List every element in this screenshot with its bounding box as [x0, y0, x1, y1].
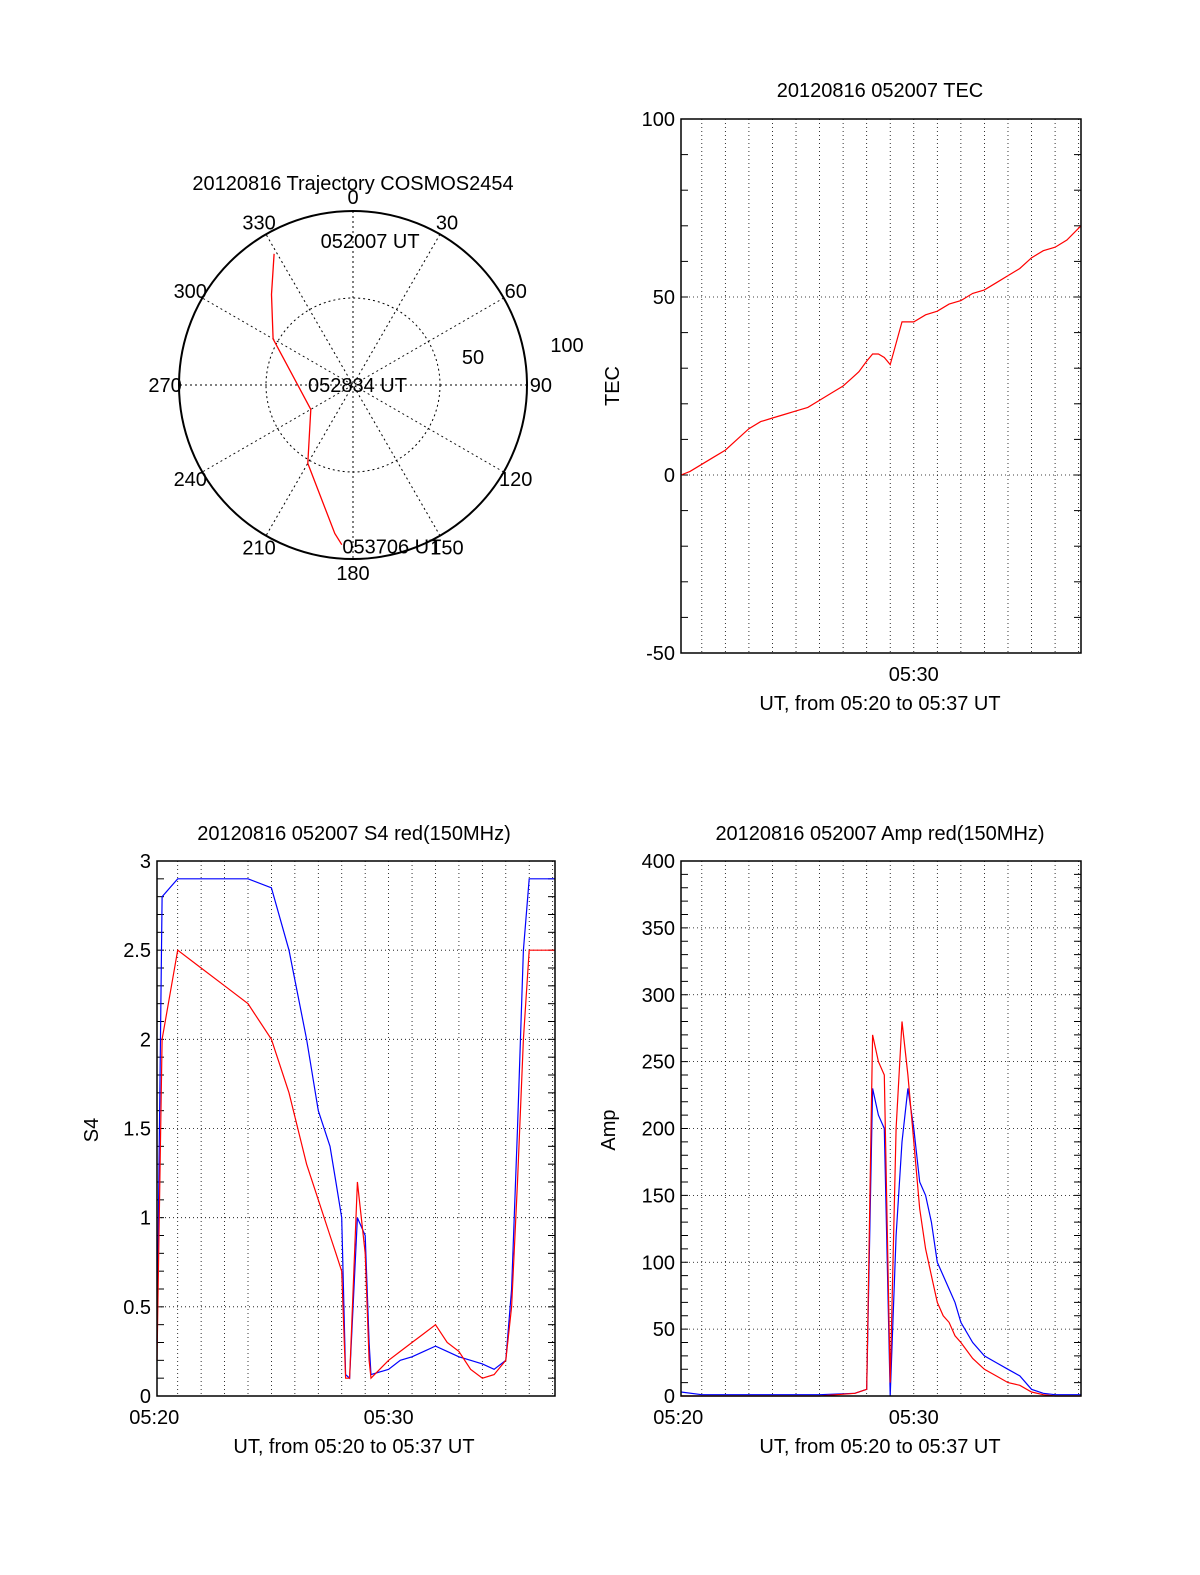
- azimuth-label-300: 300: [174, 281, 207, 303]
- azimuth-label-330: 330: [242, 212, 275, 234]
- tec-x-ticks: 05:30: [889, 664, 939, 686]
- y-tick-label: 100: [642, 1252, 675, 1274]
- amp-y-ticks: 0 50 100 150 200 250 300 350 400: [642, 851, 1081, 1408]
- trajectory-time-label-0: 052007 UT: [321, 231, 420, 253]
- amp-plot: 20120816 052007 Amp red(150MHz) 0 50 100 15…: [598, 823, 1082, 1458]
- trajectory-line: [270, 253, 343, 546]
- y-tick-label: 300: [642, 985, 675, 1007]
- amp-series-lines: [680, 1021, 1081, 1397]
- polar-spoke-150: [265, 234, 441, 536]
- x-tick-label: 05:30: [889, 1407, 939, 1429]
- azimuth-label-180: 180: [336, 563, 369, 585]
- s4-title: 20120816 052007 S4 red(150MHz): [197, 823, 511, 845]
- series-line-0: [156, 878, 555, 1380]
- y-tick-label: 0: [664, 1386, 675, 1408]
- azimuth-label-240: 240: [174, 469, 207, 491]
- s4-x-ticks: 05:20 05:30: [129, 1407, 413, 1429]
- y-tick-label: 2.5: [123, 940, 151, 962]
- azimuth-label-0: 0: [347, 187, 358, 209]
- y-tick-label: 1: [140, 1208, 151, 1230]
- tec-title: 20120816 052007 TEC: [777, 80, 983, 102]
- y-tick-label: 150: [642, 1185, 675, 1207]
- amp-plot-frame: [680, 860, 1082, 1397]
- y-tick-label: 100: [642, 109, 675, 131]
- azimuth-label-60: 60: [505, 281, 527, 303]
- trajectory-annotations: 052007 UT 052834 UT 053706 UT: [308, 231, 441, 559]
- y-tick-label: 0: [664, 465, 675, 487]
- trajectory-time-label-1: 052834 UT: [308, 375, 407, 397]
- azimuth-label-30: 30: [436, 212, 458, 234]
- s4-x-axis-label: UT, from 05:20 to 05:37 UT: [233, 1436, 474, 1458]
- tec-plot-frame: [680, 118, 1082, 654]
- trajectory-time-label-2: 053706 UT: [342, 537, 441, 559]
- amp-y-axis-label: Amp: [598, 1109, 620, 1150]
- y-tick-label: 1.5: [123, 1119, 151, 1141]
- amp-title: 20120816 052007 Amp red(150MHz): [715, 823, 1044, 845]
- polar-radial-label-100: 100: [550, 335, 583, 357]
- x-tick-label: 05:20: [129, 1407, 179, 1429]
- s4-series-lines: [156, 878, 555, 1380]
- polar-spoke-30: [265, 234, 441, 536]
- polar-title: 20120816 Trajectory COSMOS2454: [192, 173, 513, 195]
- x-tick-label: 05:20: [653, 1407, 703, 1429]
- azimuth-label-120: 120: [499, 469, 532, 491]
- y-tick-label: -50: [646, 643, 675, 665]
- tec-y-axis-label: TEC: [602, 366, 624, 406]
- series-line-1: [156, 949, 555, 1380]
- y-tick-label: 50: [653, 1319, 675, 1341]
- azimuth-label-270: 270: [148, 375, 181, 397]
- tec-x-axis-label: UT, from 05:20 to 05:37 UT: [759, 693, 1000, 715]
- polar-azimuth-labels: 0 30 60 90 120 150 180 210 240 270 300 330: [148, 187, 552, 585]
- y-tick-label: 2: [140, 1029, 151, 1051]
- y-tick-label: 400: [642, 851, 675, 873]
- series-line-1: [681, 1021, 1081, 1397]
- y-tick-label: 3: [140, 851, 151, 873]
- x-tick-label: 05:30: [889, 664, 939, 686]
- y-tick-label: 350: [642, 918, 675, 940]
- y-tick-label: 0.5: [123, 1297, 151, 1319]
- y-tick-label: 250: [642, 1052, 675, 1074]
- azimuth-label-210: 210: [242, 538, 275, 560]
- tec-grid: [681, 118, 1081, 654]
- trajectory-polar-plot: 20120816 Trajectory COSMOS2454 0 30 60 90 12…: [148, 173, 583, 585]
- y-tick-label: 50: [653, 287, 675, 309]
- tec-y-ticks: -50 0 50 100: [642, 109, 1081, 665]
- tec-series-line: [680, 225, 1082, 476]
- s4-y-axis-label: S4: [81, 1118, 103, 1142]
- azimuth-label-150: 150: [430, 538, 463, 560]
- s4-grid: [157, 860, 555, 1397]
- y-tick-label: 200: [642, 1119, 675, 1141]
- amp-grid: [681, 860, 1081, 1397]
- polar-radial-label-50: 50: [462, 347, 484, 369]
- s4-y-ticks: 0 0.5 1 1.5 2 2.5 3: [123, 851, 555, 1408]
- series-line-0: [680, 1088, 1081, 1397]
- y-tick-label: 0: [140, 1386, 151, 1408]
- x-tick-label: 05:30: [364, 1407, 414, 1429]
- s4-plot-frame: [156, 860, 556, 1397]
- amp-x-ticks: 05:20 05:30: [653, 1407, 939, 1429]
- s4-plot: 20120816 052007 S4 red(150MHz) 0 0.5 1 1.5 2…: [81, 823, 556, 1458]
- amp-x-axis-label: UT, from 05:20 to 05:37 UT: [759, 1436, 1000, 1458]
- polar-spokes: [179, 211, 527, 559]
- azimuth-label-90: 90: [530, 375, 552, 397]
